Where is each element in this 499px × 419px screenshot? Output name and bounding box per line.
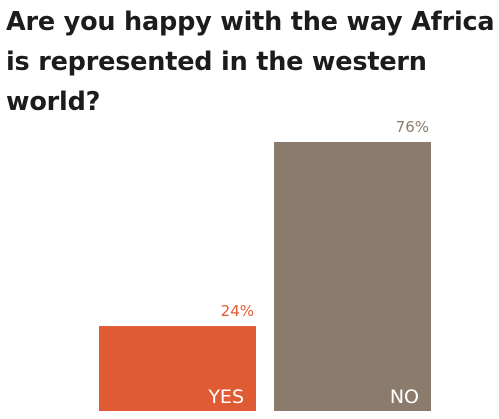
bar-yes <box>99 326 256 411</box>
category-label-no: NO <box>390 386 419 408</box>
value-label-no: 76% <box>396 118 429 136</box>
bar-no <box>274 142 431 411</box>
chart-title: Are you happy with the way Africa is rep… <box>6 7 495 117</box>
category-label-yes: YES <box>207 386 244 408</box>
value-label-yes: 24% <box>221 302 254 320</box>
